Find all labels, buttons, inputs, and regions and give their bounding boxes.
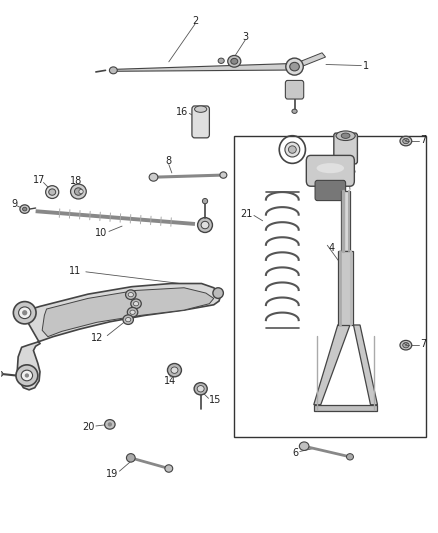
Ellipse shape (202, 198, 208, 204)
Text: 9: 9 (11, 199, 18, 209)
Ellipse shape (288, 146, 296, 154)
Ellipse shape (218, 58, 224, 63)
Text: 4: 4 (328, 243, 334, 253)
Ellipse shape (20, 205, 29, 213)
FancyBboxPatch shape (192, 106, 209, 138)
FancyBboxPatch shape (286, 80, 304, 99)
Polygon shape (113, 63, 287, 71)
Polygon shape (17, 284, 221, 390)
Ellipse shape (336, 131, 355, 141)
Ellipse shape (171, 367, 178, 373)
Ellipse shape (403, 139, 409, 144)
Ellipse shape (197, 385, 204, 392)
Polygon shape (42, 288, 214, 337)
Text: 21: 21 (240, 209, 253, 220)
Ellipse shape (127, 454, 135, 462)
Ellipse shape (317, 163, 344, 173)
Text: 13: 13 (82, 306, 94, 317)
Bar (338, 251, 353, 325)
Text: 7: 7 (420, 135, 426, 145)
Ellipse shape (49, 189, 56, 195)
Text: 8: 8 (166, 156, 172, 166)
Ellipse shape (194, 106, 207, 112)
Ellipse shape (105, 419, 115, 429)
Text: 18: 18 (70, 176, 82, 187)
Text: 3: 3 (242, 32, 248, 42)
Ellipse shape (25, 373, 29, 377)
Ellipse shape (149, 173, 158, 181)
Ellipse shape (400, 136, 412, 146)
Text: 19: 19 (106, 469, 118, 479)
Ellipse shape (22, 207, 27, 211)
Ellipse shape (346, 454, 353, 460)
Ellipse shape (21, 370, 32, 381)
Text: 10: 10 (95, 228, 107, 238)
Bar (314, 405, 378, 411)
Ellipse shape (228, 55, 241, 67)
Text: 5: 5 (349, 166, 355, 176)
Ellipse shape (134, 302, 139, 306)
FancyBboxPatch shape (306, 156, 354, 186)
Ellipse shape (400, 341, 412, 350)
Ellipse shape (108, 422, 112, 426)
Ellipse shape (130, 310, 135, 314)
Ellipse shape (74, 188, 82, 195)
Text: 20: 20 (82, 422, 95, 432)
Ellipse shape (167, 364, 181, 377)
Text: 15: 15 (209, 395, 222, 406)
Ellipse shape (79, 189, 83, 193)
Ellipse shape (292, 109, 297, 114)
Ellipse shape (231, 59, 238, 64)
Ellipse shape (16, 365, 38, 386)
Text: 11: 11 (69, 266, 81, 276)
Ellipse shape (290, 62, 299, 71)
Ellipse shape (285, 142, 300, 157)
Text: 6: 6 (292, 448, 298, 457)
Ellipse shape (131, 299, 141, 309)
Bar (341, 191, 350, 251)
Ellipse shape (198, 217, 212, 232)
Text: 12: 12 (91, 333, 103, 343)
Ellipse shape (213, 288, 223, 298)
FancyBboxPatch shape (334, 133, 357, 164)
Ellipse shape (299, 442, 309, 450)
Ellipse shape (220, 172, 227, 178)
Polygon shape (298, 53, 325, 67)
Ellipse shape (126, 318, 131, 322)
Ellipse shape (127, 308, 138, 317)
Ellipse shape (123, 315, 134, 325)
FancyBboxPatch shape (315, 180, 346, 200)
Ellipse shape (194, 383, 207, 395)
Ellipse shape (403, 343, 409, 348)
Text: 17: 17 (33, 175, 45, 185)
Text: 14: 14 (164, 376, 176, 386)
Text: 16: 16 (176, 107, 188, 117)
Ellipse shape (341, 133, 350, 139)
Polygon shape (314, 325, 350, 405)
Polygon shape (353, 325, 378, 405)
Text: 1: 1 (363, 61, 369, 70)
Ellipse shape (126, 290, 136, 300)
Text: 7: 7 (420, 339, 426, 349)
Text: 2: 2 (192, 16, 198, 26)
Ellipse shape (46, 185, 59, 198)
Ellipse shape (286, 58, 303, 75)
Ellipse shape (165, 465, 173, 472)
Ellipse shape (22, 310, 27, 316)
Ellipse shape (128, 293, 134, 297)
Bar (234, 136, 426, 437)
Ellipse shape (13, 302, 36, 324)
Ellipse shape (0, 371, 3, 376)
Ellipse shape (201, 221, 209, 229)
Ellipse shape (18, 307, 31, 319)
Ellipse shape (71, 184, 86, 199)
Ellipse shape (110, 67, 117, 74)
